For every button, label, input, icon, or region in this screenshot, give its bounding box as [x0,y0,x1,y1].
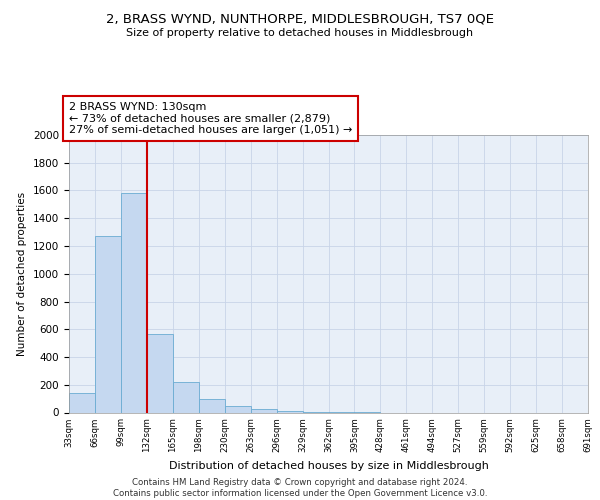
Text: 2, BRASS WYND, NUNTHORPE, MIDDLESBROUGH, TS7 0QE: 2, BRASS WYND, NUNTHORPE, MIDDLESBROUGH,… [106,12,494,26]
X-axis label: Distribution of detached houses by size in Middlesbrough: Distribution of detached houses by size … [169,460,488,470]
Bar [224,406,251,412]
Bar [121,194,147,412]
Text: 2 BRASS WYND: 130sqm
← 73% of detached houses are smaller (2,879)
27% of semi-de: 2 BRASS WYND: 130sqm ← 73% of detached h… [69,102,352,135]
Bar [277,411,302,412]
Bar [199,400,224,412]
Text: Size of property relative to detached houses in Middlesbrough: Size of property relative to detached ho… [127,28,473,38]
Bar [147,334,173,412]
Text: Contains HM Land Registry data © Crown copyright and database right 2024.
Contai: Contains HM Land Registry data © Crown c… [113,478,487,498]
Bar [95,236,121,412]
Bar [251,409,277,412]
Y-axis label: Number of detached properties: Number of detached properties [17,192,28,356]
Bar [173,382,199,412]
Bar [69,393,95,412]
